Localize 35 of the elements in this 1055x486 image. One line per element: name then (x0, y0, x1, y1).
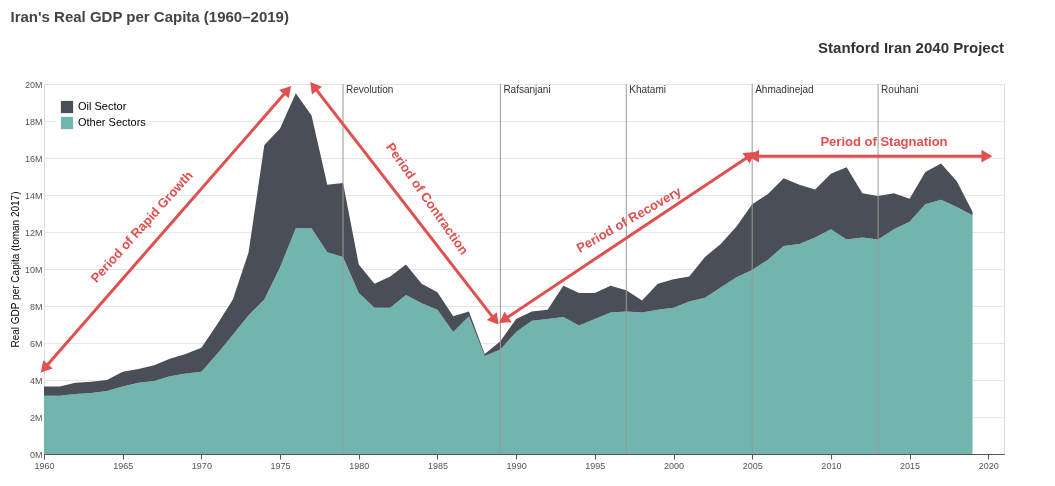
x-tick-label: 1975 (270, 460, 291, 471)
x-tick-label: 1970 (191, 460, 212, 471)
ref-line-label: Ahmadinejad (755, 84, 814, 95)
ref-line-label: Revolution (346, 84, 394, 95)
y-tick-label: 10M (24, 264, 43, 275)
y-tick-label: 14M (24, 190, 43, 201)
y-tick-label: 2M (29, 412, 43, 423)
ref-line-label: Rouhani (881, 84, 919, 95)
y-axis-title: Real GDP per Capita (toman 2017) (9, 191, 21, 348)
x-tick-label: 2010 (821, 460, 842, 471)
x-tick-label: 2005 (742, 460, 763, 471)
y-tick-label: 20M (24, 79, 43, 90)
y-tick-label: 12M (24, 227, 43, 238)
y-tick-label: 0M (29, 449, 43, 460)
ref-line-label: Khatami (629, 84, 666, 95)
x-tick-label: 1990 (506, 460, 527, 471)
legend-label: Oil Sector (78, 100, 127, 112)
legend-label: Other Sectors (78, 116, 147, 128)
x-tick-label: 1985 (427, 460, 448, 471)
chart-title: Iran's Real GDP per Capita (1960–2019) (10, 8, 289, 25)
ref-line-label: Rafsanjani (503, 84, 551, 95)
y-tick-label: 8M (29, 301, 43, 312)
x-tick-label: 1980 (349, 460, 370, 471)
y-tick-label: 4M (29, 375, 43, 386)
x-tick-label: 2020 (978, 460, 999, 471)
x-tick-label: 1960 (34, 460, 55, 471)
text: Stanford Iran 2040 Project (818, 39, 1004, 56)
y-tick-label: 16M (24, 153, 43, 164)
x-tick-label: 2000 (663, 460, 685, 471)
x-tick-label: 1995 (585, 460, 606, 471)
y-tick-label: 18M (24, 116, 43, 127)
x-tick-label: 2015 (900, 460, 921, 471)
y-tick-label: 6M (29, 338, 43, 349)
x-tick-label: 1965 (113, 460, 134, 471)
annotation: Period of Stagnation (820, 134, 948, 149)
